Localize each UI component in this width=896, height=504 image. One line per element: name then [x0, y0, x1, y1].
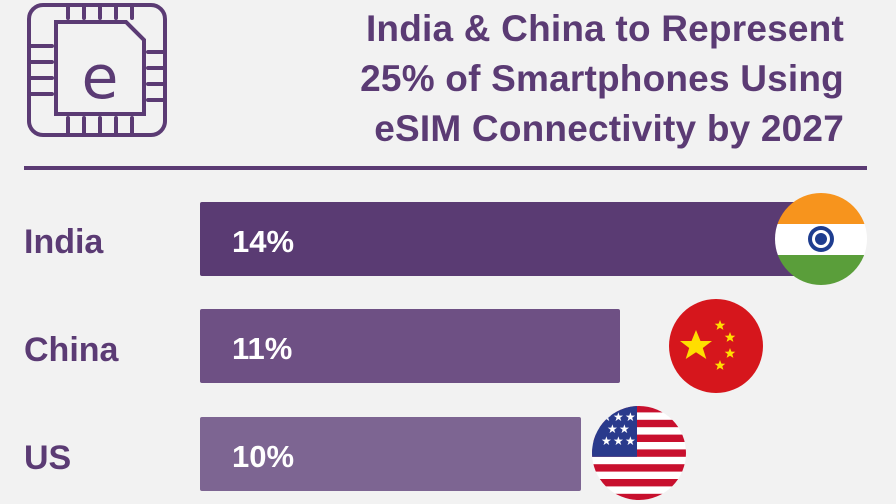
bar-china — [200, 309, 620, 383]
svg-text:★: ★ — [625, 434, 636, 448]
title-line-1: India & China to Represent — [365, 8, 844, 49]
svg-text:★: ★ — [613, 410, 624, 424]
logo-letter: e — [82, 43, 119, 113]
svg-text:★: ★ — [601, 434, 612, 448]
china-flag-icon — [669, 299, 763, 393]
bar-us — [200, 417, 581, 491]
category-label-india: India — [24, 223, 104, 261]
value-label-us: 10% — [232, 439, 295, 474]
value-label-china: 11% — [232, 331, 293, 366]
title-line-3: eSIM Connectivity by 2027 — [374, 108, 844, 149]
india-flag-icon — [775, 193, 867, 285]
svg-text:★: ★ — [619, 422, 630, 436]
svg-text:★: ★ — [625, 410, 636, 424]
esim-chip-logo-icon: e — [27, 3, 167, 137]
chart-title: India & China to Represent 25% of Smartp… — [204, 4, 844, 154]
bar-india — [200, 202, 800, 276]
title-divider — [24, 166, 867, 170]
title-line-2: 25% of Smartphones Using — [360, 58, 844, 99]
svg-text:★: ★ — [607, 422, 618, 436]
svg-text:★: ★ — [613, 434, 624, 448]
value-label-india: 14% — [232, 224, 295, 259]
us-flag-icon: ★ ★ ★ ★ ★ ★ ★ ★ — [592, 406, 686, 500]
category-label-china: China — [24, 331, 119, 369]
category-label-us: US — [24, 439, 72, 477]
